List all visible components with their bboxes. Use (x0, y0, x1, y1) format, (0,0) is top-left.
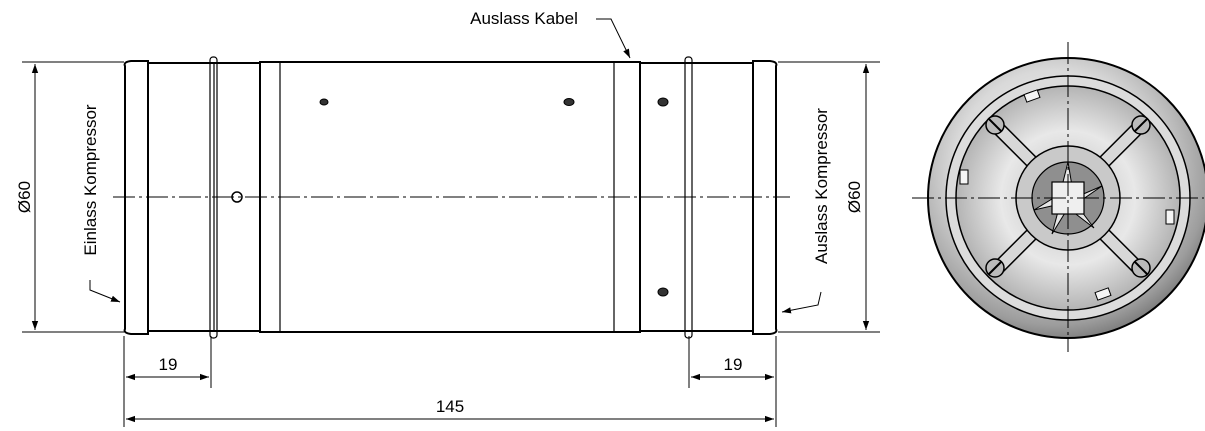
screw-icon (985, 258, 1005, 278)
diameter-label-right: Ø60 (845, 181, 864, 213)
callout-outlet-cable: Auslass Kabel (470, 9, 578, 28)
notch (1023, 89, 1041, 103)
diameter-label-left: Ø60 (15, 181, 34, 213)
right-end-cap (752, 60, 778, 335)
callout-inlet-compressor: Einlass Kompressor (81, 104, 100, 256)
hole-marker (563, 98, 575, 106)
leader-line (596, 18, 631, 59)
notch (1094, 287, 1112, 301)
side-view (113, 56, 790, 339)
hole-marker (657, 287, 669, 297)
screw-icon (1131, 258, 1151, 278)
screw-icon (985, 115, 1005, 135)
hole-marker (319, 98, 329, 106)
end-view (912, 42, 1205, 352)
screw-icon (1131, 115, 1151, 135)
hole-marker (657, 97, 669, 107)
leader-line (781, 291, 822, 314)
length-label-total: 145 (436, 397, 464, 416)
left-end-cap (123, 60, 149, 335)
notch (959, 169, 969, 185)
callout-outlet-compressor: Auslass Kompressor (812, 108, 831, 264)
length-label-right: 19 (724, 355, 743, 374)
notch (1165, 209, 1175, 225)
length-label-left: 19 (159, 355, 178, 374)
callouts: Auslass Kabel Einlass Kompressor Auslass… (81, 9, 831, 314)
dimensions: Ø60 Ø60 19 19 145 (15, 61, 880, 427)
leader-line (89, 280, 121, 303)
